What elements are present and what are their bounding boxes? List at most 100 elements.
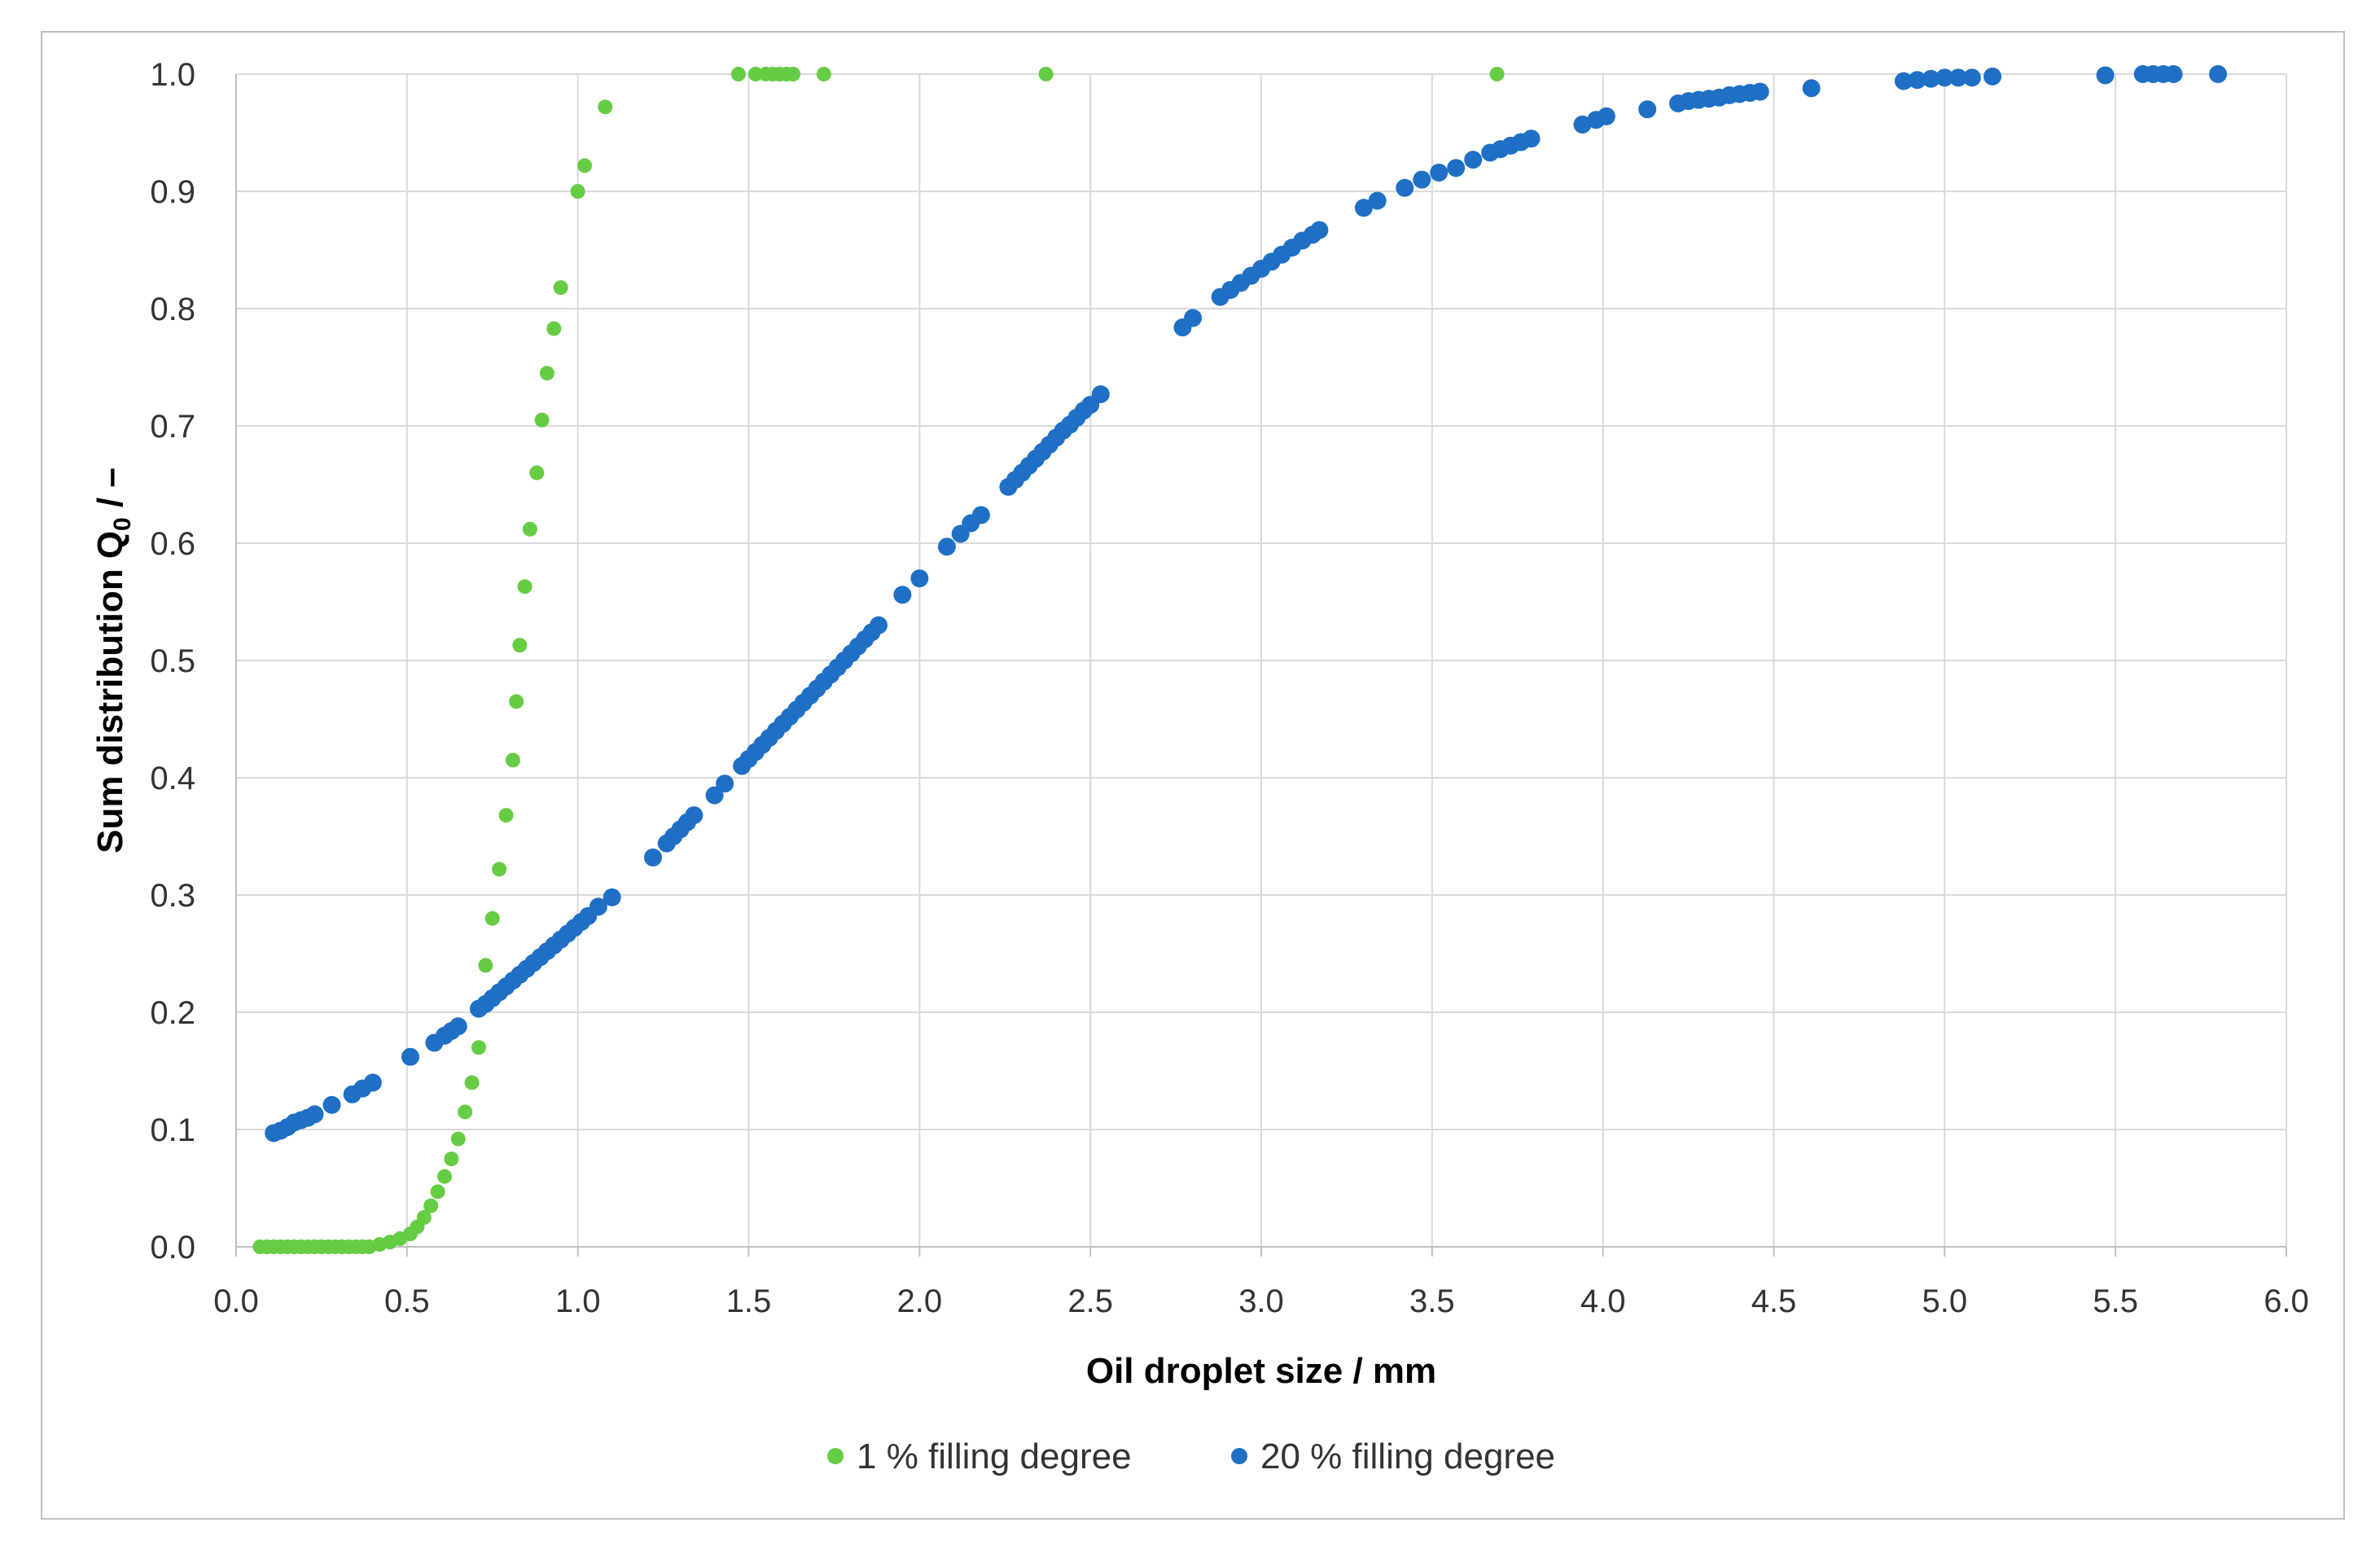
data-point [1935,68,1954,87]
x-tick-label: 3.0 [1238,1283,1284,1319]
y-axis-title-tail: / – [90,467,130,517]
legend-label-series-2: 20 % filling degree [1260,1437,1555,1476]
y-tick-label: 0.7 [150,409,195,445]
data-point [484,910,500,926]
x-tick-label: 2.0 [897,1283,943,1319]
data-point [478,958,493,973]
data-point [517,579,533,594]
data-point [747,67,763,81]
x-tick-label: 4.0 [1580,1283,1626,1319]
data-point [1573,115,1592,134]
data-point [539,366,554,381]
y-axis-title: Sum distribution Q0 / – [90,467,136,853]
x-tick-label: 3.5 [1409,1283,1455,1319]
x-tick-labels: 0.0 0.5 1.0 1.5 2.0 2.5 3.0 3.5 4.0 4.5 5.0 5.5 6.0 [213,1283,2309,1319]
data-point [423,1198,439,1213]
x-tick-label: 1.0 [555,1283,601,1319]
data-point [598,99,613,115]
data-point [589,897,607,916]
data-point [498,808,514,823]
y-tick-label: 0.4 [150,761,195,796]
data-point [436,1169,452,1184]
data-point [730,67,746,81]
series-2 [265,65,2228,1143]
x-tick-label: 5.0 [1922,1283,1968,1319]
y-tick-labels: 0.0 0.1 0.2 0.3 0.4 0.5 0.6 0.7 0.8 0.9 1.0 [150,57,195,1266]
y-tick-label: 1.0 [150,57,195,93]
data-point [1184,309,1203,327]
y-tick-label: 0.1 [150,1112,195,1148]
data-point [430,1184,445,1200]
data-point [869,616,888,634]
data-point [643,848,662,866]
data-point [1894,72,1913,90]
data-point [1310,221,1329,239]
data-point [1038,67,1054,81]
data-point [603,888,621,906]
data-point [1396,178,1414,197]
data-point [1597,107,1615,125]
y-tick-label: 0.0 [150,1230,195,1266]
data-point [1908,71,1926,90]
data-point [910,569,929,588]
data-point [1751,82,1769,101]
legend-marker-series-2 [1231,1448,1247,1464]
x-tick-label: 4.5 [1751,1283,1797,1319]
x-tick-label: 0.0 [213,1283,259,1319]
data-point [449,1017,467,1036]
legend: 1 % filling degree 20 % filling degree [827,1437,1555,1476]
data-point [1962,68,1981,87]
data-point [570,184,585,199]
data-point [546,321,562,336]
data-point [1368,191,1387,210]
data-point [1489,67,1505,81]
data-point [305,1105,324,1124]
y-tick-label: 0.3 [150,878,195,914]
y-tick-label: 0.6 [150,526,195,562]
data-point [2164,65,2183,83]
data-point [464,1075,480,1090]
data-point [937,537,956,556]
x-tick-label: 1.5 [726,1283,772,1319]
data-point [971,506,990,524]
data-point [1354,199,1373,217]
data-point [450,1131,466,1147]
data-point [1430,163,1449,182]
data-point [1949,68,1968,87]
x-tick-label: 5.5 [2093,1283,2138,1319]
data-point [2096,66,2115,85]
data-point [509,694,524,709]
data-point [1447,159,1466,178]
data-point [534,412,550,428]
data-point [522,521,537,537]
data-point [1522,129,1541,148]
series-1 [252,67,1505,1254]
data-point [363,1073,382,1092]
data-point [1983,67,2002,86]
y-axis-title-subscript: 0 [109,517,136,531]
x-tick-label: 6.0 [2264,1283,2309,1319]
data-point [1464,151,1483,169]
data-point [816,67,831,81]
data-point [492,862,507,877]
y-axis-title-main: Sum distribution Q [90,531,130,853]
data-point [893,586,912,604]
legend-label-series-1: 1 % filling degree [857,1437,1132,1476]
data-point [553,280,568,296]
gridlines [236,73,2287,1247]
data-point [1922,69,1940,88]
data-point [416,1210,432,1225]
y-tick-label: 0.5 [150,643,195,679]
data-point [716,774,734,793]
axes [235,74,2287,1257]
x-tick-label: 2.5 [1067,1283,1113,1319]
y-tick-label: 0.2 [150,995,195,1031]
data-point [529,465,545,480]
data-point [2209,65,2228,83]
data-point [505,752,520,768]
data-point [471,1040,486,1055]
data-point [401,1047,420,1066]
data-point [786,67,801,81]
data-point [685,806,703,825]
data-points [252,65,2228,1254]
